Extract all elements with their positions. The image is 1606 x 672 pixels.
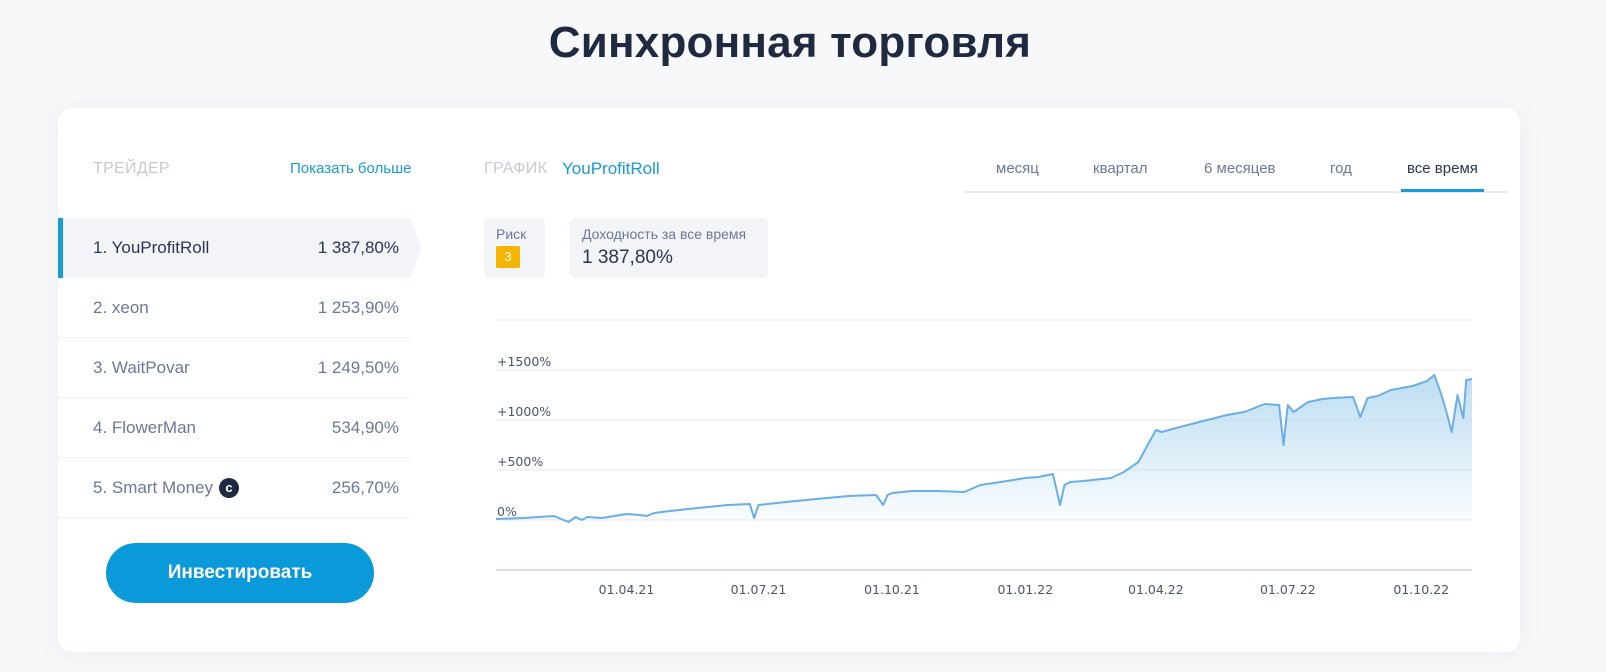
trader-name: 5. Smart Money bbox=[93, 477, 213, 497]
trader-name: 2. xeon bbox=[93, 297, 149, 317]
x-tick-label: 01.07.22 bbox=[1260, 582, 1316, 597]
y-tick-label: +1000% bbox=[497, 404, 551, 419]
show-more-link[interactable]: Показать больше bbox=[290, 160, 412, 177]
return-line bbox=[495, 374, 1473, 523]
trader-list: 1. YouProfitRoll 1 387,80% 2. xeon 1 253… bbox=[58, 218, 421, 518]
x-tick-label: 01.04.21 bbox=[599, 582, 655, 597]
yield-label: Доходность за все время bbox=[582, 226, 747, 242]
x-tick-label: 01.10.21 bbox=[864, 582, 920, 597]
y-tick-label: +1500% bbox=[497, 354, 551, 369]
trader-name: 3. WaitPovar bbox=[93, 357, 190, 377]
risk-box: Риск 3 bbox=[484, 218, 545, 278]
tab-6-months[interactable]: 6 месяцев bbox=[1204, 160, 1276, 177]
trader-row-smart-money[interactable]: 5. Smart Money c 256,70% bbox=[58, 458, 411, 518]
tab-month[interactable]: месяц bbox=[996, 160, 1039, 177]
sync-trading-card: ТРЕЙДЕР Показать больше 1. YouProfitRoll… bbox=[58, 108, 1520, 652]
trader-return: 1 249,50% bbox=[317, 357, 399, 377]
return-area bbox=[496, 375, 1472, 522]
chart-trader-name: YouProfitRoll bbox=[562, 159, 660, 178]
trader-row-xeon[interactable]: 2. xeon 1 253,90% bbox=[58, 278, 411, 338]
invest-button[interactable]: Инвестировать bbox=[106, 543, 374, 603]
active-tab-indicator bbox=[1401, 189, 1484, 192]
risk-label: Риск bbox=[496, 226, 527, 242]
risk-badge: 3 bbox=[496, 246, 520, 268]
x-tick-label: 01.07.21 bbox=[731, 582, 787, 597]
tab-year[interactable]: год bbox=[1330, 160, 1352, 177]
tab-quarter[interactable]: квартал bbox=[1093, 160, 1148, 177]
trader-row-waitpovar[interactable]: 3. WaitPovar 1 249,50% bbox=[58, 338, 411, 398]
trader-row-flowerman[interactable]: 4. FlowerMan 534,90% bbox=[58, 398, 411, 458]
x-tick-label: 01.04.22 bbox=[1128, 582, 1184, 597]
period-tabs: месяц квартал 6 месяцев год все время bbox=[964, 148, 1508, 193]
trader-name: 1. YouProfitRoll bbox=[93, 238, 210, 257]
trader-name: 4. FlowerMan bbox=[93, 417, 196, 437]
yield-box: Доходность за все время 1 387,80% bbox=[570, 218, 768, 278]
trader-column-header: ТРЕЙДЕР bbox=[93, 160, 170, 177]
chart-column-header: ГРАФИК bbox=[484, 160, 548, 177]
page-title: Синхронная торговля bbox=[548, 18, 1032, 67]
y-tick-label: +500% bbox=[497, 454, 543, 469]
trader-return: 1 253,90% bbox=[317, 297, 399, 317]
trader-row-youprofitroll[interactable]: 1. YouProfitRoll 1 387,80% bbox=[58, 218, 421, 278]
return-chart: 0% +500% +1000% +1500% 01.04.21 01.07.21 01.10… bbox=[494, 316, 1474, 616]
tab-all-time[interactable]: все время bbox=[1407, 160, 1478, 177]
return-chart-svg: 0% +500% +1000% +1500% 01.04.21 01.07.21 01.10… bbox=[495, 319, 1473, 597]
x-tick-label: 01.10.22 bbox=[1393, 582, 1449, 597]
x-tick-label: 01.01.22 bbox=[997, 582, 1053, 597]
copyright-c-icon: c bbox=[219, 477, 239, 498]
trader-return: 256,70% bbox=[331, 477, 399, 497]
trader-name-wrap: 5. Smart Money c bbox=[93, 477, 239, 498]
trader-return: 1 387,80% bbox=[317, 238, 399, 257]
trader-return: 534,90% bbox=[331, 417, 399, 437]
y-tick-label: 0% bbox=[497, 504, 517, 519]
yield-value: 1 387,80% bbox=[582, 247, 673, 268]
